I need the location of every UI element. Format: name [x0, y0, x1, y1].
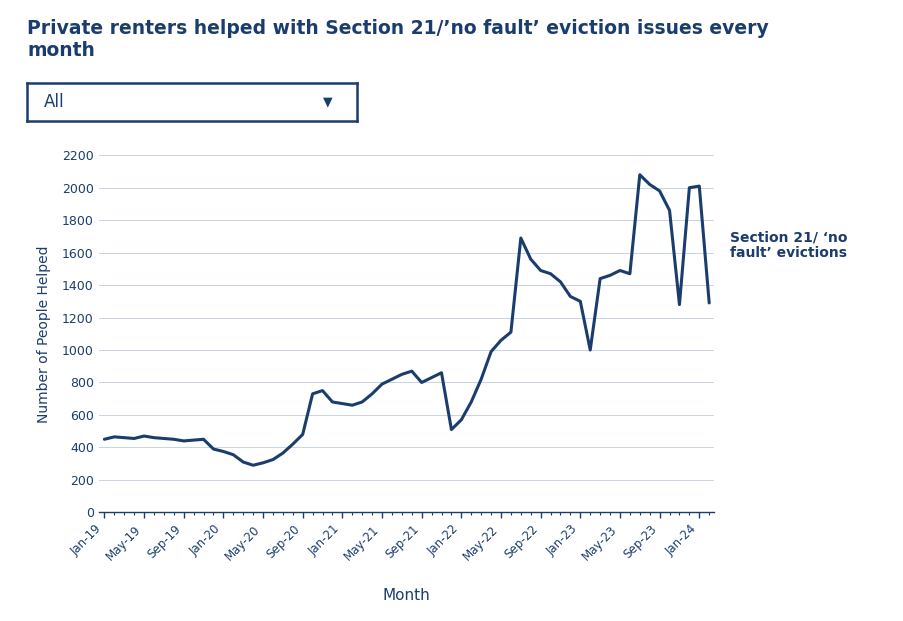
Text: Private renters helped with Section 21/’no fault’ eviction issues every
month: Private renters helped with Section 21/’… — [27, 19, 768, 60]
Y-axis label: Number of People Helped: Number of People Helped — [37, 245, 51, 422]
X-axis label: Month: Month — [383, 587, 430, 603]
Text: Section 21/ ‘no
fault’ evictions: Section 21/ ‘no fault’ evictions — [729, 230, 846, 260]
Text: All: All — [43, 93, 64, 111]
Text: ▼: ▼ — [322, 96, 331, 108]
